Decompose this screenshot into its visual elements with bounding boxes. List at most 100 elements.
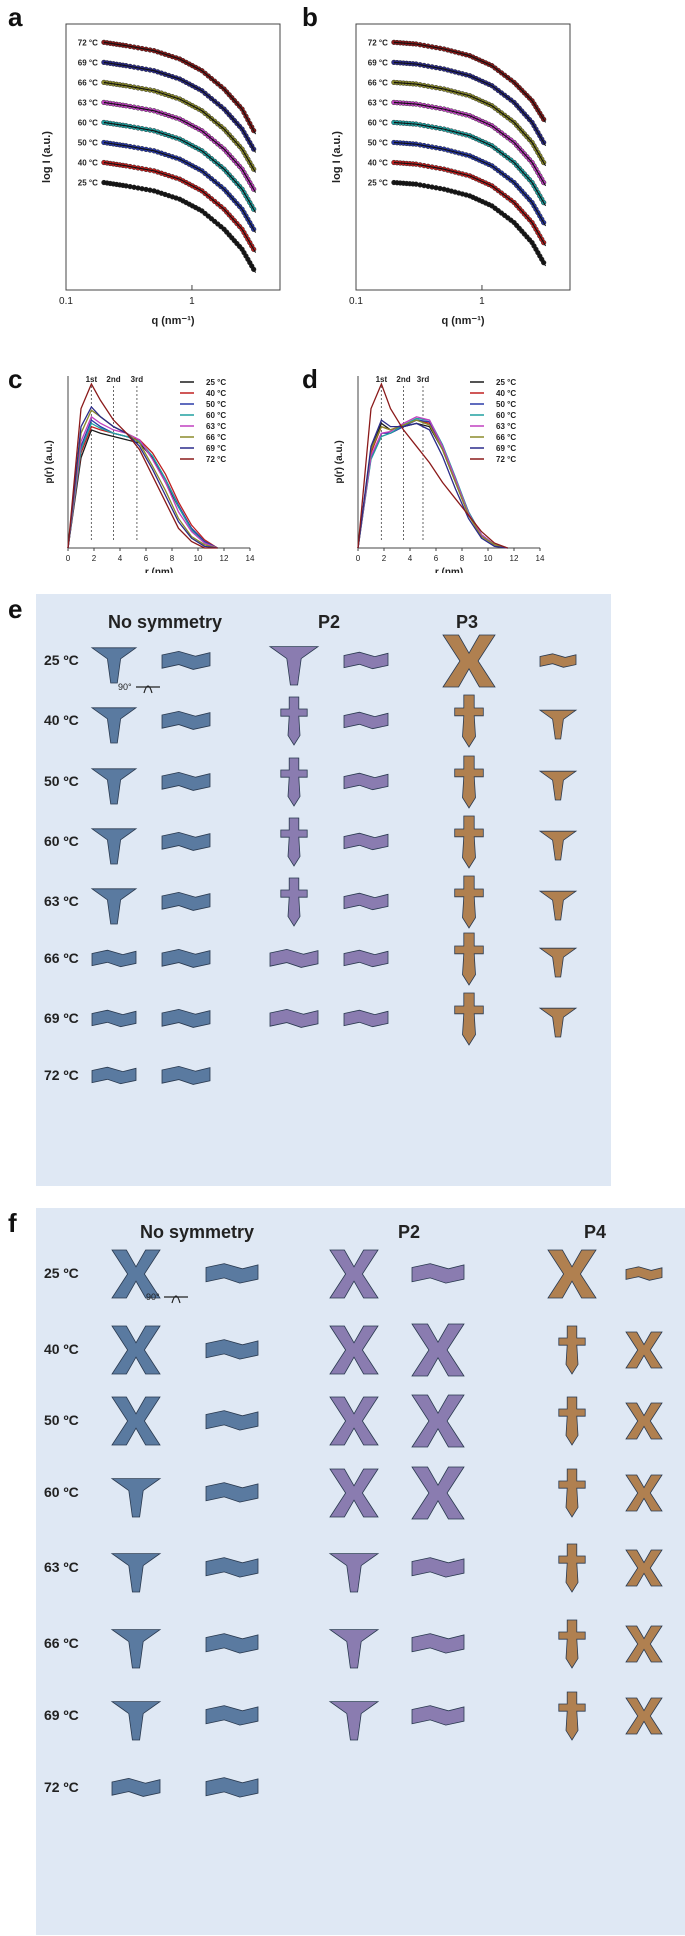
series-label: 72 °C bbox=[78, 38, 98, 47]
structure-model bbox=[328, 1629, 380, 1669]
structure-model bbox=[343, 772, 389, 791]
x-tick-label: 4 bbox=[408, 554, 413, 563]
series-line bbox=[67, 382, 218, 549]
structure-model bbox=[454, 815, 484, 869]
series-label: 69 °C bbox=[368, 58, 388, 67]
structure-model bbox=[161, 650, 211, 670]
legend-label: 50 °C bbox=[496, 400, 516, 409]
legend-label: 69 °C bbox=[496, 444, 516, 453]
structure-model bbox=[205, 1263, 259, 1284]
structure-model bbox=[280, 757, 308, 807]
header-no-symmetry: No symmetry bbox=[108, 612, 223, 632]
legend-label: 50 °C bbox=[206, 400, 226, 409]
fit-line bbox=[393, 101, 547, 187]
temperature-label: 66 ºC bbox=[44, 1635, 79, 1651]
header-p4: P4 bbox=[584, 1222, 607, 1242]
structure-model bbox=[268, 646, 320, 686]
legend-label: 25 °C bbox=[206, 378, 226, 387]
rotate-arrow-icon bbox=[136, 685, 160, 694]
peak-marker-label: 2nd bbox=[106, 375, 120, 384]
structure-model bbox=[558, 1543, 586, 1593]
structure-model bbox=[269, 1008, 319, 1028]
structure-model bbox=[205, 1557, 259, 1578]
structure-model bbox=[538, 770, 578, 801]
structure-model bbox=[280, 877, 308, 927]
structure-model bbox=[454, 755, 484, 809]
structure-model bbox=[161, 831, 211, 851]
structure-model bbox=[328, 1701, 380, 1741]
header-no-symmetry: No symmetry bbox=[140, 1222, 255, 1242]
structure-model bbox=[90, 707, 138, 744]
series-line bbox=[67, 405, 218, 549]
fit-line bbox=[103, 61, 257, 153]
structure-model bbox=[205, 1482, 259, 1503]
structure-model bbox=[538, 890, 578, 921]
x-tick-label: 6 bbox=[434, 554, 439, 563]
y-axis-label: log I (a.u.) bbox=[331, 131, 343, 183]
panel-label-e: e bbox=[8, 594, 23, 624]
series-label: 60 °C bbox=[368, 118, 388, 127]
x-tick-label: 0.1 bbox=[349, 296, 363, 307]
structure-model bbox=[343, 949, 389, 968]
fit-line bbox=[393, 41, 547, 123]
structure-model bbox=[625, 1266, 663, 1281]
fit-line bbox=[103, 181, 257, 273]
structure-model bbox=[205, 1633, 259, 1654]
structure-model bbox=[454, 694, 484, 748]
structure-model bbox=[161, 771, 211, 791]
structure-model bbox=[269, 948, 319, 968]
structure-model bbox=[111, 1777, 161, 1797]
series-line bbox=[357, 382, 508, 549]
structure-model bbox=[90, 768, 138, 805]
structure-model bbox=[539, 653, 577, 668]
panel-f-models: No symmetry P2 P4 25 ºC 40 ºC 50 ºC 60 ºC 63… bbox=[36, 1208, 685, 1935]
structure-model bbox=[625, 1331, 663, 1369]
series-label: 25 °C bbox=[78, 179, 98, 188]
fit-line bbox=[103, 141, 257, 233]
pr-distribution-chart-d: 0 2 4 6 8 10 12 14 r (nm) p(r) (a.u.) 1st 2nd 3rd 25 … bbox=[334, 375, 545, 573]
structure-model bbox=[411, 1466, 465, 1520]
x-tick-label: 2 bbox=[92, 554, 97, 563]
series-line bbox=[357, 419, 508, 549]
series-line bbox=[67, 415, 218, 549]
structure-model bbox=[343, 892, 389, 911]
fit-line bbox=[393, 121, 547, 207]
temperature-label: 63 ºC bbox=[44, 1559, 79, 1575]
fit-line bbox=[393, 181, 547, 267]
legend-label: 25 °C bbox=[496, 378, 516, 387]
header-p3: P3 bbox=[456, 612, 479, 632]
legend-label: 66 °C bbox=[206, 433, 226, 442]
temperature-label: 72 ºC bbox=[44, 1779, 79, 1795]
temperature-label: 60 ºC bbox=[44, 833, 79, 849]
structure-model bbox=[205, 1705, 259, 1726]
series-line bbox=[357, 419, 508, 549]
panel-label-a: a bbox=[8, 2, 23, 32]
structure-model bbox=[411, 1323, 465, 1377]
header-p2: P2 bbox=[398, 1222, 421, 1242]
structure-model bbox=[91, 1066, 137, 1085]
fit-line bbox=[103, 161, 257, 253]
structure-model bbox=[454, 875, 484, 929]
x-tick-label: 1 bbox=[189, 296, 195, 307]
structure-model bbox=[111, 1325, 161, 1375]
x-axis-label: r (nm) bbox=[145, 567, 173, 573]
temperature-label: 69 ºC bbox=[44, 1010, 79, 1026]
structure-model bbox=[625, 1625, 663, 1663]
structure-model bbox=[110, 1701, 162, 1741]
structure-model bbox=[110, 1629, 162, 1669]
peak-marker-label: 3rd bbox=[417, 375, 430, 384]
structure-model bbox=[538, 709, 578, 740]
structure-model bbox=[90, 888, 138, 925]
header-p2: P2 bbox=[318, 612, 341, 632]
series-label: 63 °C bbox=[78, 98, 98, 107]
series-label: 63 °C bbox=[368, 98, 388, 107]
series-line bbox=[357, 422, 508, 549]
structure-model bbox=[343, 1009, 389, 1028]
panel-e-models: No symmetry P2 P3 25 ºC 40 ºC 50 ºC 60 ºC 63… bbox=[36, 594, 611, 1186]
structure-model bbox=[538, 1007, 578, 1038]
structure-model bbox=[111, 1249, 161, 1299]
structure-model bbox=[558, 1396, 586, 1446]
rotate-arrow-icon bbox=[164, 1295, 188, 1304]
series-label: 50 °C bbox=[368, 138, 388, 147]
fit-line bbox=[393, 81, 547, 167]
